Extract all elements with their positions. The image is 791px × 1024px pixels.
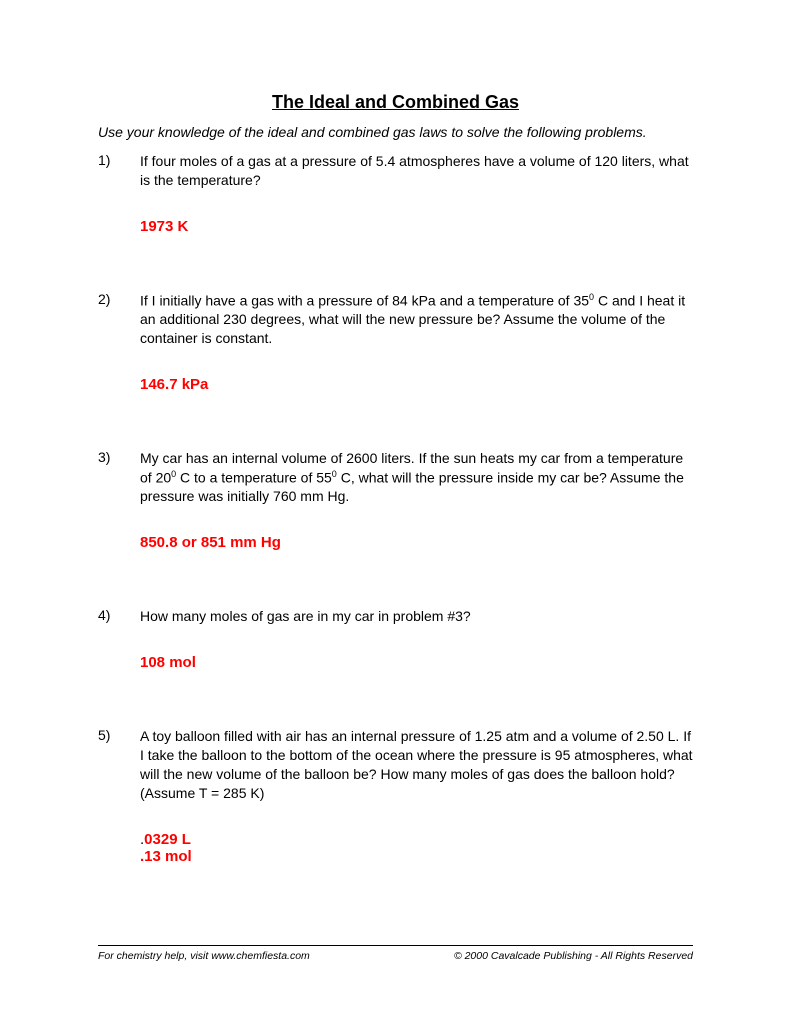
problem-number: 1) [98,152,140,277]
problem-number: 2) [98,291,140,435]
problem-text: A toy balloon filled with air has an int… [140,727,693,803]
problem-item: 1) If four moles of a gas at a pressure … [98,152,693,277]
problem-number: 4) [98,607,140,713]
problem-answer: .0329 L.13 mol [140,831,693,865]
problem-number: 5) [98,727,140,907]
problem-answer: 108 mol [140,654,693,671]
document-title: The Ideal and Combined Gas [98,92,693,113]
page-footer: For chemistry help, visit www.chemfiesta… [98,945,693,962]
problem-number: 3) [98,449,140,593]
instructions-text: Use your knowledge of the ideal and comb… [98,123,693,142]
footer-right-text: © 2000 Cavalcade Publishing - All Rights… [454,950,693,962]
problem-item: 5) A toy balloon filled with air has an … [98,727,693,907]
problem-content: A toy balloon filled with air has an int… [140,727,693,907]
problems-list: 1) If four moles of a gas at a pressure … [98,152,693,964]
problem-text: If I initially have a gas with a pressur… [140,291,693,348]
footer-left-text: For chemistry help, visit www.chemfiesta… [98,950,310,962]
problem-text: How many moles of gas are in my car in p… [140,607,693,626]
problem-text: If four moles of a gas at a pressure of … [140,152,693,190]
problem-answer: 1973 K [140,218,693,235]
problem-item: 4) How many moles of gas are in my car i… [98,607,693,713]
problem-content: If four moles of a gas at a pressure of … [140,152,693,277]
footer-divider [98,945,693,946]
problem-item: 2) If I initially have a gas with a pres… [98,291,693,435]
problem-content: If I initially have a gas with a pressur… [140,291,693,435]
problem-content: My car has an internal volume of 2600 li… [140,449,693,593]
footer-content: For chemistry help, visit www.chemfiesta… [98,950,693,962]
problem-content: How many moles of gas are in my car in p… [140,607,693,713]
problem-text: My car has an internal volume of 2600 li… [140,449,693,506]
problem-answer: 146.7 kPa [140,376,693,393]
document-page: The Ideal and Combined Gas Use your know… [0,0,791,1024]
problem-answer: 850.8 or 851 mm Hg [140,534,693,551]
problem-item: 3) My car has an internal volume of 2600… [98,449,693,593]
